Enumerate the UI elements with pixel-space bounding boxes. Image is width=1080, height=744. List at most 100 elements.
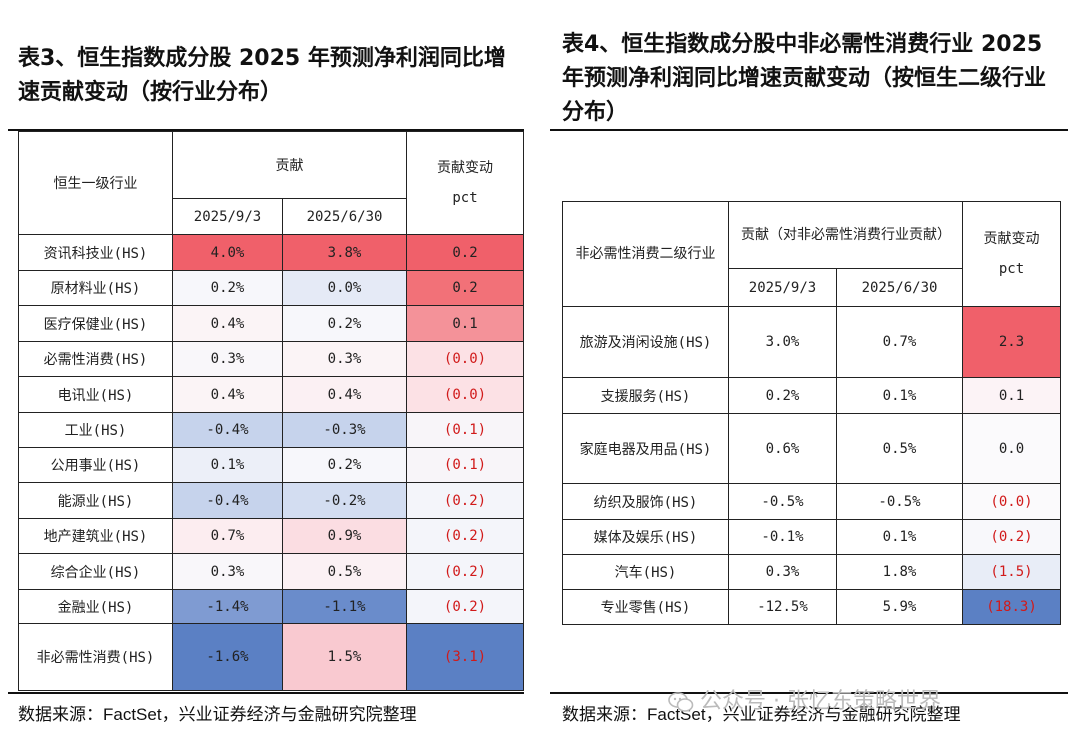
value-date2: -0.3% [282, 412, 407, 448]
table-row: 纺织及服饰(HS) -0.5% -0.5% (0.0) [562, 483, 1061, 520]
table3-header-unit: pct [452, 190, 478, 206]
table-row: 综合企业(HS) 0.3% 0.5% (0.2) [18, 553, 524, 590]
table-row: 能源业(HS) -0.4% -0.2% (0.2) [18, 482, 524, 519]
row-label: 资讯科技业(HS) [18, 234, 173, 271]
value-date1: -0.4% [172, 412, 283, 448]
table-row: 家庭电器及用品(HS) 0.6% 0.5% 0.0 [562, 413, 1061, 484]
table4-top-rule [550, 129, 1068, 131]
table3-top-rule [8, 129, 524, 131]
row-label: 电讯业(HS) [18, 376, 173, 413]
value-change: (1.5) [962, 554, 1061, 590]
table4-header-contribution: 贡献（对非必需性消费行业贡献） [728, 201, 963, 269]
row-label: 专业零售(HS) [562, 589, 729, 625]
value-date2: 0.3% [282, 341, 407, 377]
table4-header-change-label: 贡献变动 [983, 231, 1040, 247]
value-change: 0.2 [406, 234, 524, 271]
value-change: 0.2 [406, 270, 524, 306]
table3-header-change-label: 贡献变动 [437, 160, 493, 176]
table-row: 汽车(HS) 0.3% 1.8% (1.5) [562, 554, 1061, 590]
row-label: 医疗保健业(HS) [18, 305, 173, 342]
value-date2: -0.2% [282, 482, 407, 519]
table3: 恒生一级行业 贡献 贡献变动 pct 2025/9/3 2025/6/30 资讯… [18, 131, 524, 691]
row-label: 媒体及娱乐(HS) [562, 519, 729, 555]
table4-header-industry: 非必需性消费二级行业 [562, 201, 729, 307]
value-date1: 4.0% [172, 234, 283, 271]
table-row: 医疗保健业(HS) 0.4% 0.2% 0.1 [18, 305, 524, 342]
table3-header-industry: 恒生一级行业 [18, 131, 173, 235]
value-change: 2.3 [962, 306, 1061, 378]
table-row: 电讯业(HS) 0.4% 0.4% (0.0) [18, 376, 524, 413]
value-change: (0.1) [406, 447, 524, 483]
table-row: 资讯科技业(HS) 4.0% 3.8% 0.2 [18, 234, 524, 271]
table4-title: 表4、恒生指数成分股中非必需性消费行业 2025 年预测净利润同比增速贡献变动（… [562, 32, 1047, 125]
value-date1: 0.6% [728, 413, 837, 484]
table4-header-unit: pct [998, 261, 1025, 277]
value-date2: 3.8% [282, 234, 407, 271]
row-label: 工业(HS) [18, 412, 173, 448]
value-date2: -1.1% [282, 589, 407, 624]
row-label: 综合企业(HS) [18, 553, 173, 590]
value-change: (0.2) [406, 553, 524, 590]
value-date2: 0.5% [282, 553, 407, 590]
value-date2: 1.5% [282, 623, 407, 691]
row-label: 能源业(HS) [18, 482, 173, 519]
value-date1: 0.4% [172, 305, 283, 342]
row-label: 旅游及消闲设施(HS) [562, 306, 729, 378]
value-date2: 0.5% [836, 413, 963, 484]
value-change: (0.2) [406, 482, 524, 519]
row-label: 地产建筑业(HS) [18, 518, 173, 554]
value-date1: 0.3% [172, 341, 283, 377]
table-row: 工业(HS) -0.4% -0.3% (0.1) [18, 412, 524, 448]
value-date2: 5.9% [836, 589, 963, 625]
value-date1: 0.4% [172, 376, 283, 413]
value-change: (18.3) [962, 589, 1061, 625]
value-date1: -0.5% [728, 483, 837, 520]
value-date1: -12.5% [728, 589, 837, 625]
table-row: 支援服务(HS) 0.2% 0.1% 0.1 [562, 377, 1061, 414]
table-row: 旅游及消闲设施(HS) 3.0% 0.7% 2.3 [562, 306, 1061, 378]
value-date2: -0.5% [836, 483, 963, 520]
table-row: 必需性消费(HS) 0.3% 0.3% (0.0) [18, 341, 524, 377]
table4-source: 数据来源：FactSet，兴业证券经济与金融研究院整理 [562, 705, 961, 724]
value-change: (0.0) [406, 376, 524, 413]
table-row: 非必需性消费(HS) -1.6% 1.5% (3.1) [18, 623, 524, 691]
value-date2: 0.1% [836, 519, 963, 555]
value-date1: -0.4% [172, 482, 283, 519]
value-change: 0.0 [962, 413, 1061, 484]
row-label: 非必需性消费(HS) [18, 623, 173, 691]
value-date2: 0.1% [836, 377, 963, 414]
value-date1: 0.3% [728, 554, 837, 590]
value-date1: -1.4% [172, 589, 283, 624]
value-date1: -0.1% [728, 519, 837, 555]
row-label: 支援服务(HS) [562, 377, 729, 414]
table-row: 地产建筑业(HS) 0.7% 0.9% (0.2) [18, 518, 524, 554]
value-date1: 3.0% [728, 306, 837, 378]
wechat-icon [668, 692, 694, 712]
row-label: 金融业(HS) [18, 589, 173, 624]
row-label: 纺织及服饰(HS) [562, 483, 729, 520]
table-row: 专业零售(HS) -12.5% 5.9% (18.3) [562, 589, 1061, 625]
value-change: 0.1 [962, 377, 1061, 414]
table3-header-change: 贡献变动 pct [406, 131, 524, 235]
row-label: 汽车(HS) [562, 554, 729, 590]
value-change: 0.1 [406, 305, 524, 342]
value-date1: 0.2% [728, 377, 837, 414]
row-label: 原材料业(HS) [18, 270, 173, 306]
row-label: 必需性消费(HS) [18, 341, 173, 377]
table3-header-date2: 2025/6/30 [282, 198, 407, 235]
table-row: 原材料业(HS) 0.2% 0.0% 0.2 [18, 270, 524, 306]
value-change: (0.2) [406, 589, 524, 624]
value-date1: 0.1% [172, 447, 283, 483]
value-change: (0.0) [406, 341, 524, 377]
value-change: (0.2) [962, 519, 1061, 555]
value-date1: -1.6% [172, 623, 283, 691]
table3-title: 表3、恒生指数成分股 2025 年预测净利润同比增速贡献变动（按行业分布） [18, 46, 506, 105]
value-change: (0.0) [962, 483, 1061, 520]
table3-source: 数据来源：FactSet，兴业证券经济与金融研究院整理 [18, 705, 417, 724]
table-row: 公用事业(HS) 0.1% 0.2% (0.1) [18, 447, 524, 483]
value-date2: 0.0% [282, 270, 407, 306]
table-row: 媒体及娱乐(HS) -0.1% 0.1% (0.2) [562, 519, 1061, 555]
value-change: (3.1) [406, 623, 524, 691]
table4-header-date1: 2025/9/3 [728, 268, 837, 307]
table4-header-date2: 2025/6/30 [836, 268, 963, 307]
